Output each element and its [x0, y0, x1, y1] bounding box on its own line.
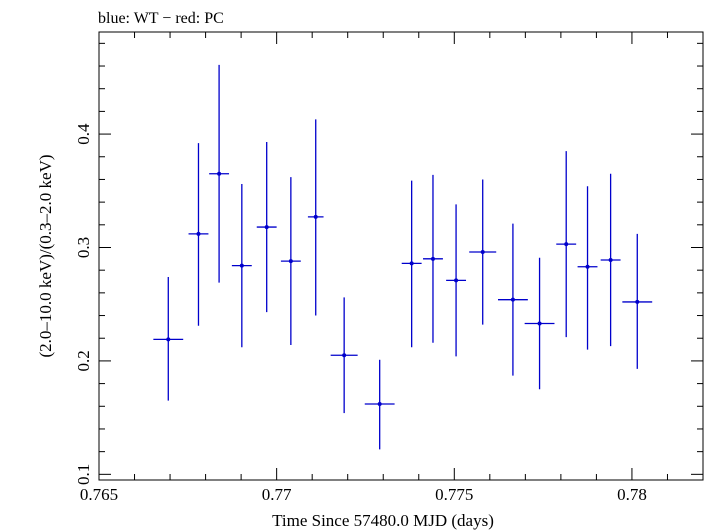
data-point — [423, 174, 443, 343]
data-point — [556, 151, 577, 338]
data-marker — [166, 337, 171, 342]
data-marker — [409, 261, 414, 266]
y-axis-label: (2.0–10.0 keV)/(0.3–2.0 keV) — [36, 154, 55, 357]
data-marker — [288, 259, 293, 264]
data-marker — [377, 402, 382, 407]
data-marker — [313, 214, 318, 219]
data-point — [600, 173, 621, 347]
data-point — [364, 359, 395, 450]
data-marker — [454, 278, 459, 283]
data-point — [469, 179, 497, 325]
y-tick-label: 0.2 — [74, 350, 93, 371]
x-tick-label: 0.77 — [262, 485, 292, 504]
data-points — [153, 64, 653, 450]
data-marker — [264, 225, 269, 230]
data-marker — [342, 353, 347, 358]
plot-frame — [98, 31, 704, 481]
axis-ticks: 0.765 0.77 0.775 0.78 0.1 0.2 0.3 0.4 — [74, 32, 704, 504]
data-point — [330, 297, 358, 414]
chart-title: blue: WT − red: PC — [98, 10, 224, 27]
data-point — [256, 142, 277, 313]
data-point — [209, 64, 230, 283]
data-marker — [608, 257, 613, 262]
data-point — [446, 204, 467, 357]
x-tick-label: 0.765 — [80, 485, 118, 504]
x-axis-label: Time Since 57480.0 MJD (days) — [272, 511, 494, 530]
y-tick-label: 0.1 — [74, 464, 93, 485]
data-marker — [585, 264, 590, 269]
data-marker — [239, 263, 244, 268]
y-tick-label: 0.3 — [74, 237, 93, 258]
data-point — [188, 143, 209, 326]
data-marker — [537, 321, 542, 326]
data-marker — [635, 299, 640, 304]
data-marker — [510, 297, 515, 302]
data-point — [153, 276, 184, 401]
y-tick-label: 0.4 — [74, 123, 93, 145]
data-marker — [480, 250, 485, 255]
data-point — [231, 183, 252, 348]
data-point — [622, 233, 653, 369]
x-tick-label: 0.775 — [435, 485, 473, 504]
data-point — [524, 257, 555, 390]
data-marker — [430, 256, 435, 261]
data-point — [497, 223, 528, 376]
data-point — [577, 186, 598, 350]
data-marker — [564, 242, 569, 247]
x-tick-label: 0.78 — [617, 485, 647, 504]
data-point — [307, 119, 324, 316]
data-point — [280, 177, 301, 346]
data-marker — [217, 171, 222, 176]
data-marker — [196, 231, 201, 236]
data-point — [401, 180, 422, 348]
